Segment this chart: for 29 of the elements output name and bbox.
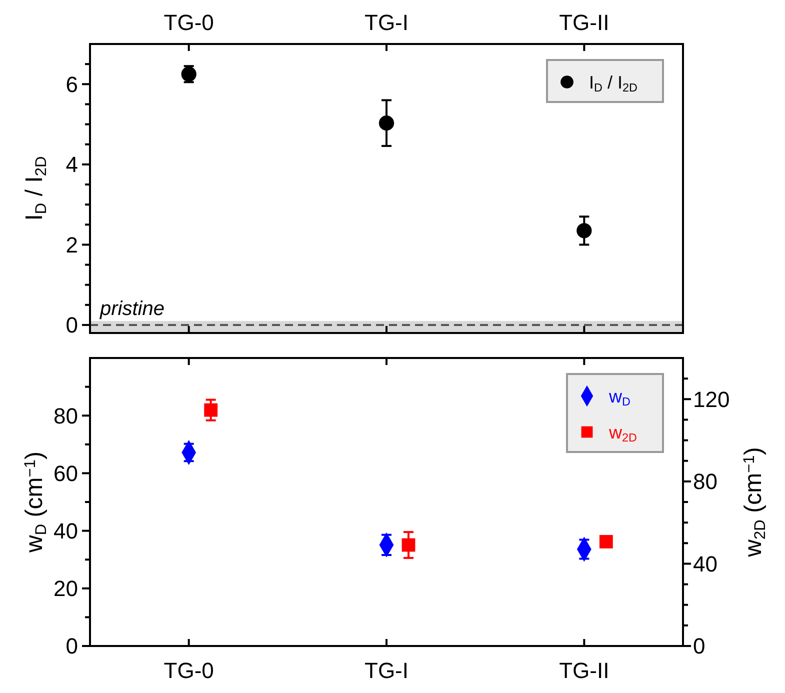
y2-tick-label: 80 [693, 469, 718, 494]
legend-label: w$_{D}$ [608, 386, 630, 408]
x-tick-label: TG-I [364, 10, 408, 35]
point [576, 223, 592, 238]
x-tick-label: TG-I [364, 658, 408, 683]
y2-tick-label: 40 [693, 551, 718, 576]
x-tick-label: TG-0 [164, 658, 214, 683]
y-tick-label: 80 [54, 403, 78, 428]
x-tick-label: TG-0 [164, 10, 214, 35]
point [181, 66, 196, 82]
y-tick-label: 60 [54, 460, 78, 486]
y-tick-label: 0 [66, 312, 78, 338]
legend-label: w$_{2D}$ [608, 422, 637, 444]
legend-label: I$_{D}$ / I$_{2D}$ [589, 72, 638, 94]
y2-tick-label: 0 [693, 634, 706, 659]
point [378, 116, 394, 131]
x-tick-label: TG-II [559, 658, 610, 683]
y-tick-label: 6 [66, 72, 78, 97]
y-tick-label: 20 [54, 576, 78, 602]
y-tick-label: 40 [54, 518, 78, 544]
y-tick-label: 2 [66, 232, 78, 258]
point [402, 538, 416, 552]
y-tick-label: 4 [66, 152, 78, 178]
y-tick-label: 0 [66, 634, 78, 659]
ref-line-label: pristine [99, 298, 164, 320]
point [599, 534, 613, 548]
x-tick-label: TG-II [559, 10, 610, 35]
y2-tick-label: 120 [693, 386, 730, 412]
point [204, 403, 218, 417]
